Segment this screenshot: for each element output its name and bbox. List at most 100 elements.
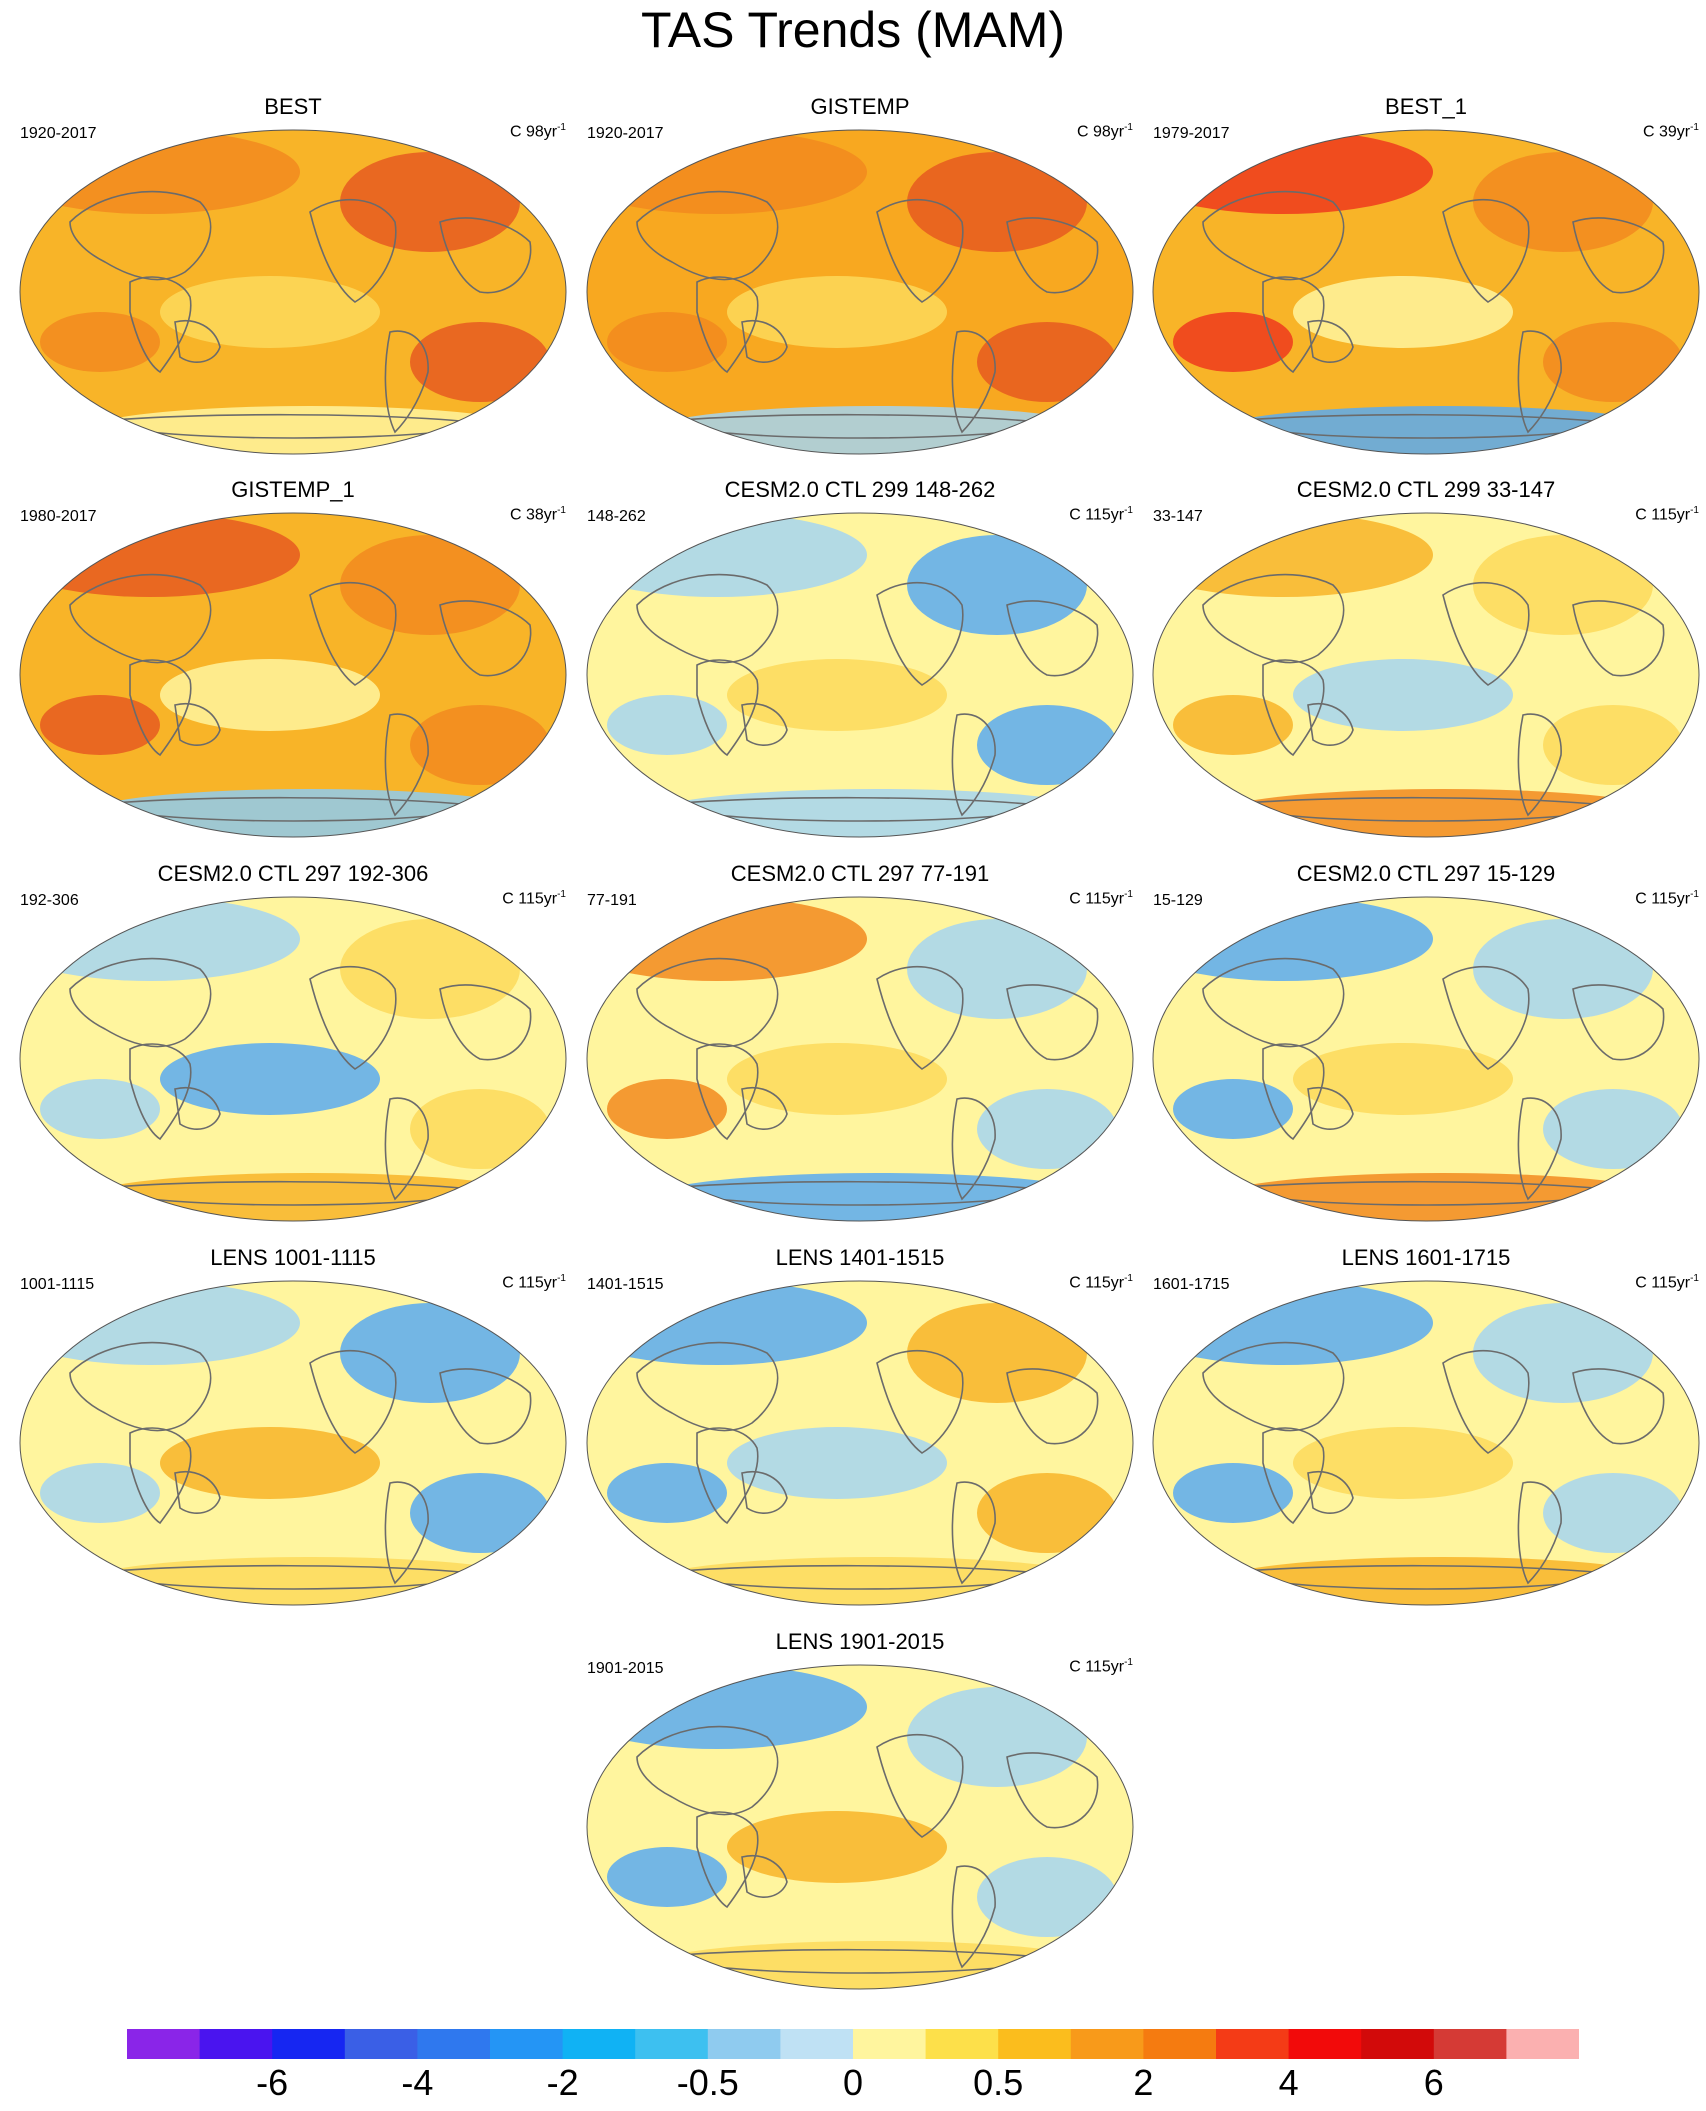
coastline (741, 1471, 788, 1514)
coastline (1307, 1471, 1354, 1514)
map-panel: LENS 1401-1515 1401-1515 C 115yr-1 (577, 1245, 1143, 1615)
anomaly-patch (1473, 1303, 1653, 1403)
panel-unit-label: C 115yr-1 (502, 889, 566, 908)
map-outline (586, 512, 1134, 838)
anomaly-patch (80, 789, 540, 837)
anomaly-patch (977, 322, 1117, 402)
coastline (1517, 330, 1562, 434)
coastline (1262, 276, 1325, 374)
panel-period-label: 33-147 (1153, 508, 1203, 525)
coastline (1006, 600, 1099, 677)
panel-unit-label: C 115yr-1 (1635, 1273, 1699, 1292)
anomaly-patch (587, 1665, 867, 1749)
coastline (1202, 1341, 1345, 1432)
anomaly-patch (1153, 513, 1433, 597)
anomaly-patch (1473, 535, 1653, 635)
anomaly-patch (727, 1811, 947, 1883)
coastline (1262, 1427, 1325, 1525)
coastline (309, 198, 397, 303)
panel-period-label: 1980-2017 (20, 508, 97, 525)
map-svg (586, 1280, 1134, 1606)
coastline (384, 1481, 429, 1585)
map-outline (586, 896, 1134, 1222)
map-svg (19, 512, 567, 838)
anomaly-patch (907, 1687, 1087, 1787)
coastline (439, 217, 532, 294)
anomaly-patch (977, 1089, 1117, 1169)
coastline (129, 276, 192, 374)
panel-unit-label: C 38yr-1 (509, 505, 566, 524)
coastline (636, 957, 779, 1048)
figure-title: TAS Trends (MAM) (640, 2, 1066, 58)
coastline (951, 1865, 996, 1969)
anomaly-patch (587, 513, 867, 597)
colorbar (127, 2029, 1579, 2059)
coastline (1517, 713, 1562, 817)
map-svg (19, 1280, 567, 1606)
anomaly-patch (647, 1557, 1107, 1605)
coastline (696, 659, 759, 757)
coastline (876, 965, 964, 1070)
coastline (439, 1368, 532, 1445)
panel-unit-label: C 115yr-1 (1069, 1273, 1133, 1292)
map-outline (586, 1280, 1134, 1606)
anomaly-patch (20, 130, 300, 214)
coastline (636, 1341, 779, 1432)
colorbar-swatch (272, 2029, 346, 2059)
coastline (384, 713, 429, 817)
anomaly-patch (1293, 276, 1513, 348)
map-outline (1152, 512, 1700, 838)
anomaly-patch (340, 152, 520, 252)
coastline (439, 984, 532, 1061)
coastline (129, 659, 192, 757)
anomaly-patch (647, 1173, 1107, 1221)
colorbar-tick-label: -0.5 (676, 2062, 739, 2103)
colorbar-swatch (1143, 2029, 1217, 2059)
colorbar-swatch (490, 2029, 564, 2059)
panel-period-label: 15-129 (1153, 892, 1203, 909)
coastline (741, 703, 788, 746)
coastline (696, 1043, 759, 1141)
anomaly-patch (80, 406, 540, 454)
map-outline (586, 129, 1134, 455)
coastline (1442, 1349, 1530, 1454)
coastline (69, 1341, 212, 1432)
anomaly-patch (40, 1463, 160, 1523)
coastline (1006, 217, 1099, 294)
colorbar-swatch (1433, 2029, 1507, 2059)
map-panel: BEST_1 1979-2017 C 39yr-1 (1143, 94, 1706, 464)
anomaly-patch (1173, 695, 1293, 755)
panel-title: GISTEMP (810, 94, 910, 119)
coastline (69, 573, 212, 664)
coastline (309, 1349, 397, 1454)
map-svg (1152, 1280, 1700, 1606)
coastline (174, 320, 221, 363)
colorbar-tick-label: 2 (1133, 2062, 1154, 2103)
map-svg (19, 896, 567, 1222)
coastline (636, 1725, 779, 1816)
panel-unit-label: C 115yr-1 (1635, 889, 1699, 908)
panel-period-label: 1401-1515 (587, 1276, 664, 1293)
anomaly-patch (907, 919, 1087, 1019)
colorbar-swatch (562, 2029, 636, 2059)
anomaly-patch (1293, 659, 1513, 731)
anomaly-patch (907, 1303, 1087, 1403)
panel-unit-label: C 98yr-1 (1076, 122, 1133, 141)
colorbar-tick-label: -4 (401, 2062, 434, 2103)
anomaly-patch (160, 276, 380, 348)
panel-period-label: 1901-2015 (587, 1660, 664, 1677)
map-svg (586, 1664, 1134, 1990)
coastline (1572, 217, 1665, 294)
anomaly-patch (340, 1303, 520, 1403)
panel-period-label: 1920-2017 (587, 125, 664, 142)
anomaly-patch (607, 312, 727, 372)
map-panel: CESM2.0 CTL 299 148-262 148-262 C 115yr-1 (577, 477, 1143, 847)
coastline (636, 573, 779, 664)
colorbar-swatch (344, 2029, 418, 2059)
coastline (876, 198, 964, 303)
coastline (1307, 703, 1354, 746)
coastline (174, 703, 221, 746)
anomaly-patch (607, 1079, 727, 1139)
map-panel: LENS 1601-1715 1601-1715 C 115yr-1 (1143, 1245, 1706, 1615)
coastline (1442, 198, 1530, 303)
